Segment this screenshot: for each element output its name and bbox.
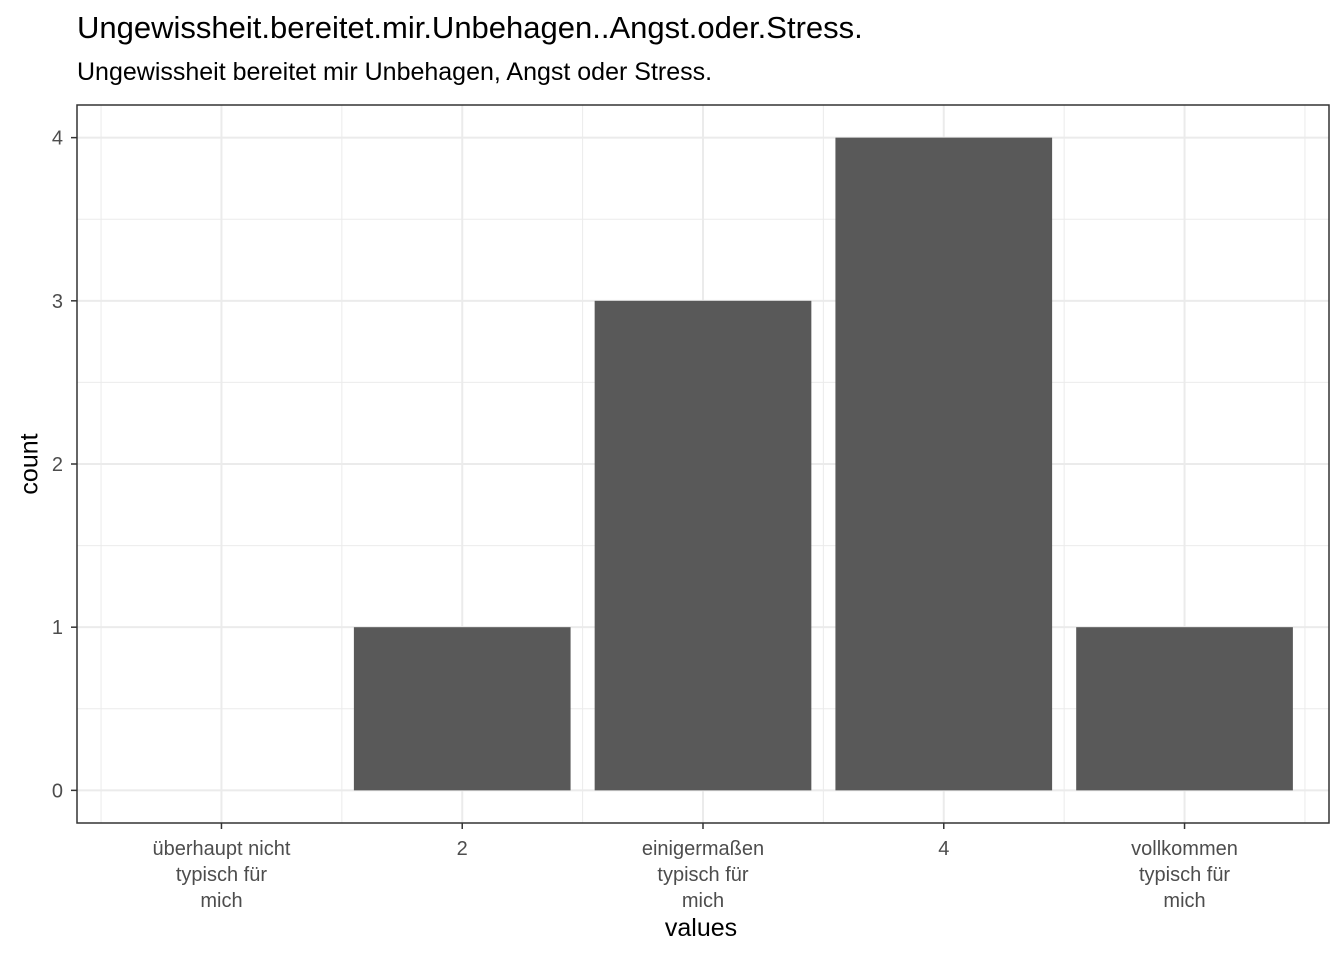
- y-tick-label: 3: [52, 291, 63, 313]
- bar: [1076, 627, 1293, 791]
- bars: [353, 137, 1293, 791]
- x-axis-label: values: [664, 914, 738, 942]
- y-tick-label: 4: [52, 128, 63, 150]
- x-tick-label-line: mich: [682, 890, 724, 912]
- x-tick-label-line: überhaupt nicht: [153, 838, 291, 860]
- x-tick-label: überhaupt nicht typisch für mich: [153, 838, 291, 912]
- bar: [835, 137, 1053, 791]
- x-tick-label-line: typisch für: [657, 864, 748, 886]
- x-tick-label-line: mich: [1163, 890, 1205, 912]
- y-axis-ticks: 0 1 2 3 4: [52, 128, 77, 802]
- bar: [594, 300, 812, 791]
- x-tick-label-line: typisch für: [1139, 864, 1230, 886]
- x-tick-label-line: 2: [457, 838, 468, 860]
- x-tick-label: einigermaßen typisch für mich: [642, 838, 764, 912]
- x-tick-label: vollkommen typisch für mich: [1131, 838, 1238, 912]
- y-tick-label: 0: [52, 780, 63, 802]
- bar: [353, 627, 571, 791]
- x-tick-label-line: typisch für: [176, 864, 267, 886]
- x-tick-label-line: 4: [938, 838, 949, 860]
- x-tick-label-line: mich: [200, 890, 242, 912]
- chart-subtitle: Ungewissheit bereitet mir Unbehagen, Ang…: [77, 58, 713, 86]
- panel-border: [76, 104, 1330, 824]
- x-tick-label-line: vollkommen: [1131, 838, 1238, 860]
- y-tick-label: 1: [52, 617, 63, 639]
- x-tick-label: 4: [938, 838, 949, 860]
- y-tick-label: 2: [52, 454, 63, 476]
- x-tick-label: 2: [457, 838, 468, 860]
- x-tick-label-line: einigermaßen: [642, 838, 764, 860]
- x-axis-ticks: überhaupt nicht typisch für mich 2 einigerma…: [153, 823, 1238, 912]
- chart-title: Ungewissheit.bereitet.mir.Unbehagen..Ang…: [77, 10, 863, 45]
